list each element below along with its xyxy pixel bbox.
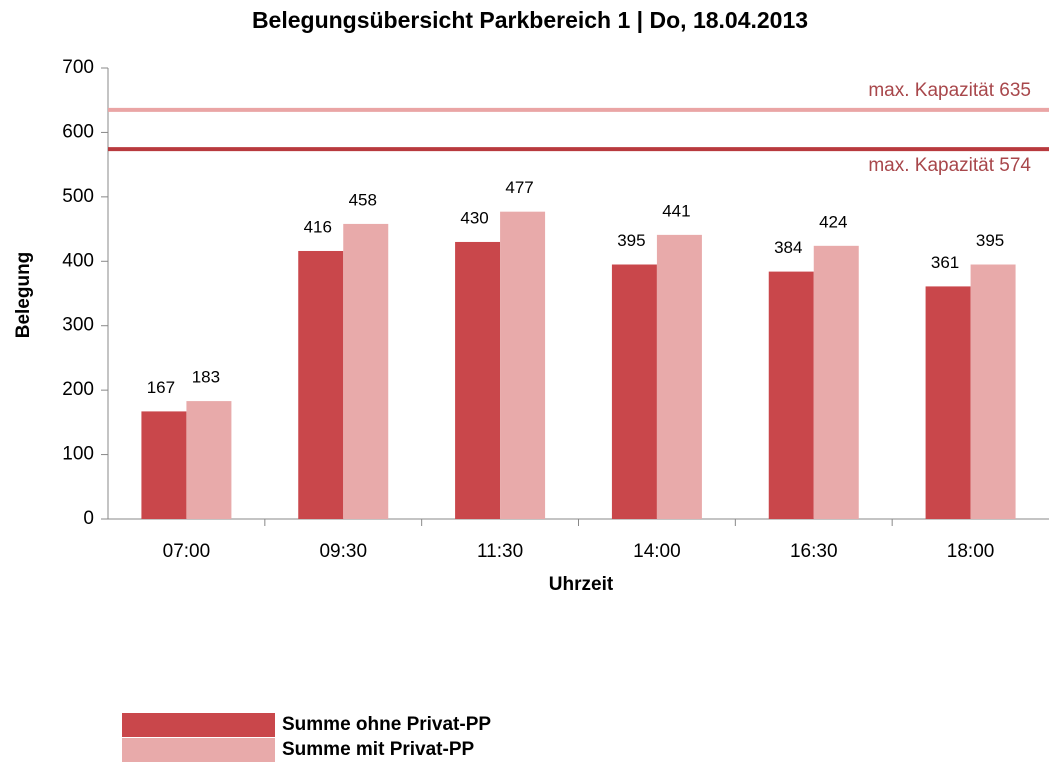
data-label: 384 bbox=[774, 238, 802, 257]
bar bbox=[970, 264, 1016, 519]
chart-title: Belegungsübersicht Parkbereich 1 | Do, 1… bbox=[252, 7, 808, 33]
y-tick-label: 100 bbox=[62, 444, 94, 465]
x-tick-label: 18:00 bbox=[947, 541, 995, 562]
y-tick-label: 600 bbox=[62, 121, 94, 142]
bar bbox=[500, 211, 546, 519]
bar bbox=[768, 271, 814, 519]
bar bbox=[656, 234, 702, 519]
x-tick-label: 11:30 bbox=[477, 541, 523, 562]
legend-swatch bbox=[122, 738, 275, 762]
legend-label: Summe mit Privat-PP bbox=[282, 739, 474, 760]
bar bbox=[343, 223, 389, 519]
x-tick-label: 07:00 bbox=[163, 541, 211, 562]
y-tick-label: 400 bbox=[62, 250, 94, 271]
bar bbox=[925, 286, 971, 519]
data-label: 458 bbox=[349, 190, 377, 209]
data-label: 361 bbox=[931, 253, 959, 272]
x-tick-label: 16:30 bbox=[790, 541, 838, 562]
y-tick-label: 300 bbox=[62, 315, 94, 336]
bar bbox=[298, 250, 344, 519]
legend-label: Summe ohne Privat-PP bbox=[282, 714, 491, 735]
data-label: 424 bbox=[819, 212, 847, 231]
x-tick-label: 14:00 bbox=[633, 541, 681, 562]
data-label: 416 bbox=[304, 217, 332, 236]
bar bbox=[186, 401, 232, 519]
y-tick-label: 500 bbox=[62, 186, 94, 207]
bar bbox=[611, 264, 657, 519]
y-tick-label: 0 bbox=[83, 508, 94, 529]
bar bbox=[141, 411, 187, 519]
x-tick-label: 09:30 bbox=[319, 541, 367, 562]
reference-label: max. Kapazität 635 bbox=[868, 80, 1031, 101]
reference-label: max. Kapazität 574 bbox=[868, 155, 1031, 176]
data-label: 395 bbox=[976, 231, 1004, 250]
y-tick-label: 700 bbox=[62, 57, 94, 78]
data-label: 477 bbox=[505, 178, 533, 197]
data-label: 395 bbox=[617, 231, 645, 250]
bar bbox=[455, 241, 501, 519]
y-axis-title: Belegung bbox=[13, 252, 34, 339]
data-label: 441 bbox=[662, 201, 690, 220]
bar bbox=[813, 245, 859, 519]
data-label: 183 bbox=[192, 368, 220, 387]
y-tick-label: 200 bbox=[62, 379, 94, 400]
data-label: 430 bbox=[460, 208, 488, 227]
x-axis-title: Uhrzeit bbox=[549, 574, 614, 595]
legend-swatch bbox=[122, 713, 275, 737]
data-label: 167 bbox=[147, 378, 175, 397]
